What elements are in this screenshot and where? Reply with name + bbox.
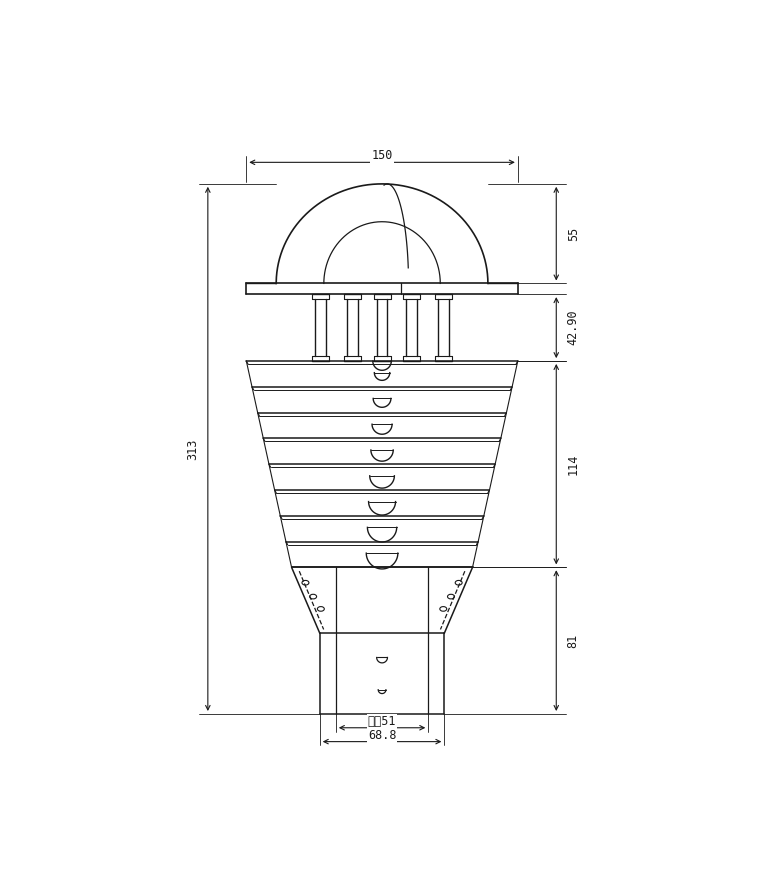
Text: 内弲51: 内弲51 [368,715,396,728]
Text: 150: 150 [371,149,392,162]
Text: 55: 55 [567,226,580,241]
Text: 313: 313 [186,438,199,459]
Text: 114: 114 [567,453,580,475]
Text: 81: 81 [567,634,580,648]
Text: 68.8: 68.8 [368,729,396,742]
Text: 42.90: 42.90 [567,310,580,346]
